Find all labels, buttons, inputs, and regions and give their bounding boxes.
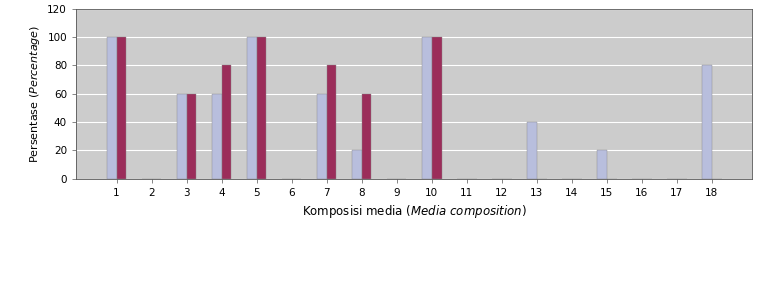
Bar xyxy=(327,65,337,179)
Bar xyxy=(432,37,442,179)
Bar xyxy=(212,94,222,179)
Y-axis label: Persentase $\it{(Percentage)}$: Persentase $\it{(Percentage)}$ xyxy=(27,24,42,163)
Bar xyxy=(106,37,116,179)
X-axis label: Komposisi media $\it{(Media\ composition)}$: Komposisi media $\it{(Media\ composition… xyxy=(302,203,527,220)
Bar xyxy=(116,37,126,179)
Bar xyxy=(317,94,327,179)
Bar xyxy=(597,150,606,179)
Bar xyxy=(177,94,187,179)
Bar xyxy=(352,150,362,179)
Bar xyxy=(222,65,231,179)
Bar xyxy=(702,65,712,179)
Bar xyxy=(257,37,267,179)
Bar xyxy=(362,94,372,179)
Bar xyxy=(527,122,537,179)
Bar xyxy=(422,37,432,179)
Bar xyxy=(187,94,196,179)
Bar xyxy=(247,37,257,179)
